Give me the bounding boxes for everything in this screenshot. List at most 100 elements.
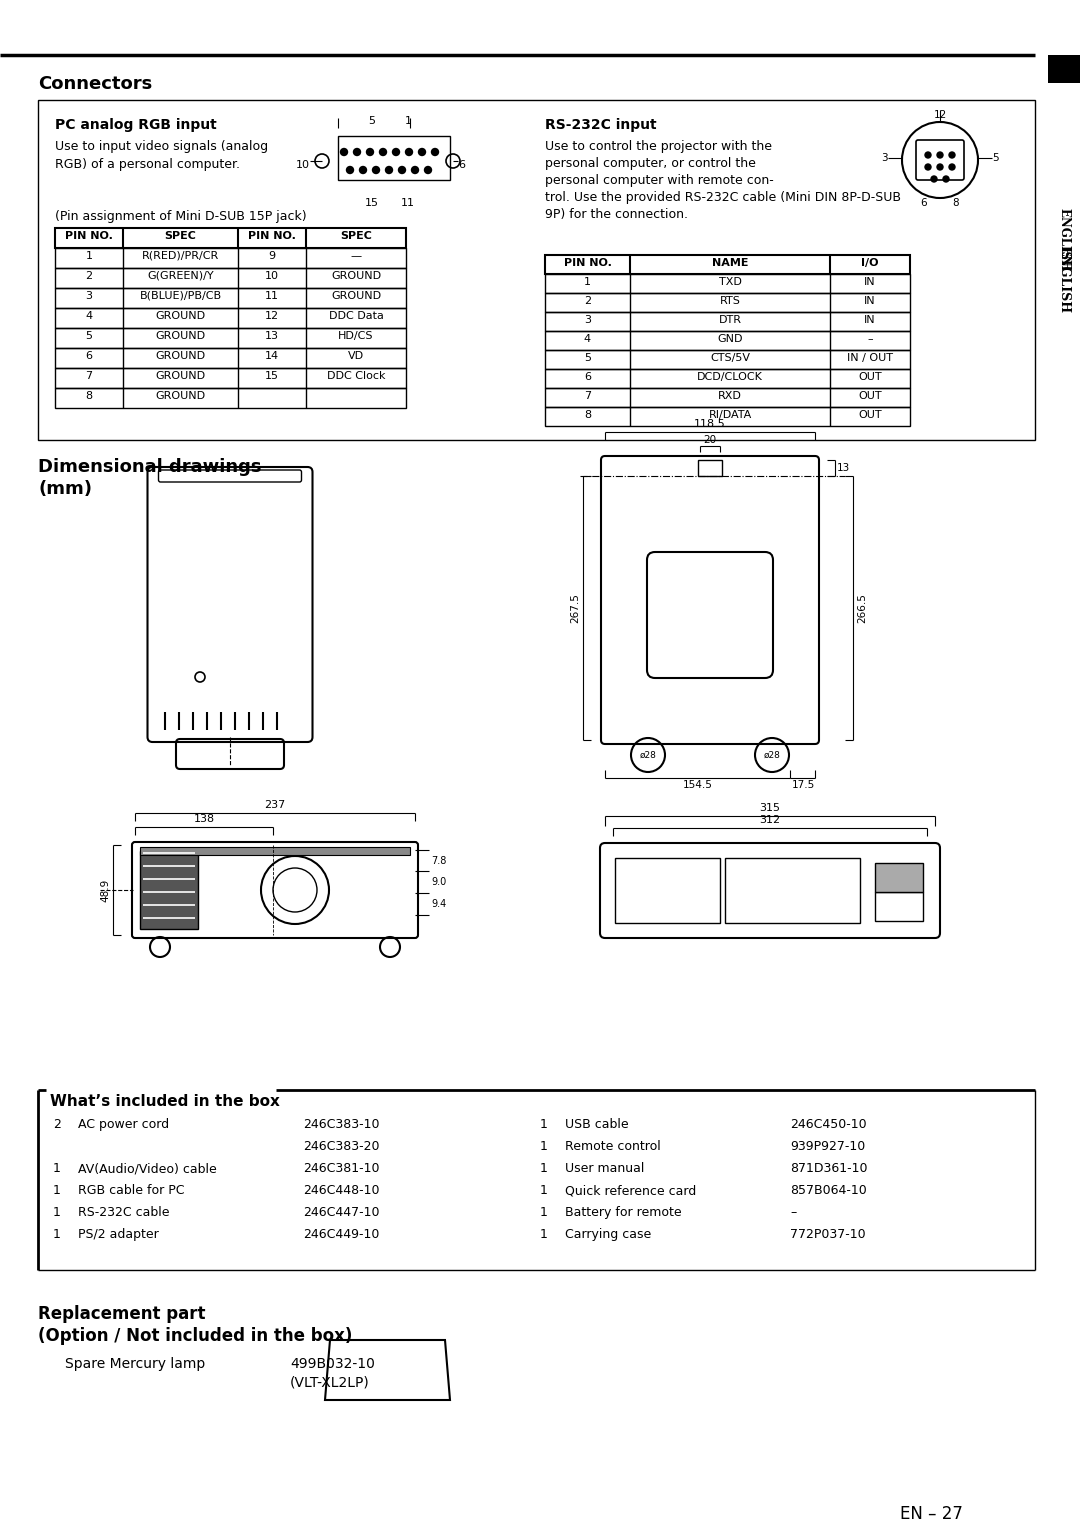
Text: Remote control: Remote control xyxy=(565,1140,661,1154)
Text: 20: 20 xyxy=(703,435,716,445)
Text: 266.5: 266.5 xyxy=(858,593,867,623)
Text: IN / OUT: IN / OUT xyxy=(847,353,893,364)
Text: 1: 1 xyxy=(540,1206,548,1219)
Bar xyxy=(1048,55,1080,76)
Circle shape xyxy=(949,151,955,157)
Circle shape xyxy=(432,148,438,156)
Circle shape xyxy=(360,167,366,174)
Text: 857B064-10: 857B064-10 xyxy=(789,1184,867,1196)
Text: RGB) of a personal computer.: RGB) of a personal computer. xyxy=(55,157,240,171)
Text: 5: 5 xyxy=(85,332,93,341)
Bar xyxy=(1048,55,1080,1528)
Text: 246C447-10: 246C447-10 xyxy=(303,1206,379,1219)
Bar xyxy=(55,267,406,287)
Text: 1: 1 xyxy=(53,1229,60,1241)
Text: USB cable: USB cable xyxy=(565,1118,629,1131)
Text: SPEC: SPEC xyxy=(164,231,197,241)
Text: User manual: User manual xyxy=(565,1161,645,1175)
Text: IN: IN xyxy=(864,315,876,325)
Text: PS/2 adapter: PS/2 adapter xyxy=(78,1229,159,1241)
Text: 246C448-10: 246C448-10 xyxy=(303,1184,379,1196)
Text: 1: 1 xyxy=(584,277,591,287)
Text: Connectors: Connectors xyxy=(38,75,152,93)
Text: Quick reference card: Quick reference card xyxy=(565,1184,697,1196)
Text: 1: 1 xyxy=(540,1161,548,1175)
Circle shape xyxy=(424,167,432,174)
Circle shape xyxy=(937,163,943,170)
Text: OUT: OUT xyxy=(859,410,881,420)
Text: 1: 1 xyxy=(53,1184,60,1196)
Bar xyxy=(38,99,1035,440)
Circle shape xyxy=(405,148,413,156)
Bar xyxy=(1040,55,1080,1528)
Text: trol. Use the provided RS-232C cable (Mini DIN 8P-D-SUB: trol. Use the provided RS-232C cable (Mi… xyxy=(545,191,901,205)
Bar xyxy=(545,350,910,368)
Text: R(RED)/PR/CR: R(RED)/PR/CR xyxy=(141,251,219,261)
Circle shape xyxy=(353,148,361,156)
Bar xyxy=(55,388,406,408)
Text: RS-232C cable: RS-232C cable xyxy=(78,1206,170,1219)
Text: 6: 6 xyxy=(85,351,93,361)
Text: 2: 2 xyxy=(85,270,93,281)
Text: 14: 14 xyxy=(265,351,279,361)
Text: 10: 10 xyxy=(296,160,310,170)
Text: 9.4: 9.4 xyxy=(431,898,446,909)
Text: RTS: RTS xyxy=(719,296,741,306)
Text: 6: 6 xyxy=(920,199,928,208)
Text: VD: VD xyxy=(348,351,364,361)
Text: 1: 1 xyxy=(540,1140,548,1154)
Text: GROUND: GROUND xyxy=(156,371,205,380)
Text: 3: 3 xyxy=(85,290,93,301)
Text: HD/CS: HD/CS xyxy=(338,332,374,341)
Text: 1: 1 xyxy=(405,116,411,125)
Text: 8: 8 xyxy=(584,410,591,420)
Circle shape xyxy=(949,163,955,170)
Text: 7.8: 7.8 xyxy=(431,856,446,866)
Bar xyxy=(55,228,406,248)
Text: I/O: I/O xyxy=(861,258,879,267)
Text: 246C383-10: 246C383-10 xyxy=(303,1118,379,1131)
Text: 8: 8 xyxy=(85,391,93,400)
Text: Replacement part: Replacement part xyxy=(38,1305,205,1323)
Text: 11: 11 xyxy=(401,199,415,208)
Text: ø28: ø28 xyxy=(639,750,657,759)
Text: B(BLUE)/PB/CB: B(BLUE)/PB/CB xyxy=(139,290,221,301)
Text: 1: 1 xyxy=(85,251,93,261)
Text: 10: 10 xyxy=(265,270,279,281)
Bar xyxy=(545,274,910,293)
Text: AV(Audio/Video) cable: AV(Audio/Video) cable xyxy=(78,1161,217,1175)
Text: 9: 9 xyxy=(269,251,275,261)
Text: RXD: RXD xyxy=(718,391,742,400)
Bar xyxy=(55,348,406,368)
Bar xyxy=(698,460,723,477)
Text: 939P927-10: 939P927-10 xyxy=(789,1140,865,1154)
Text: 15: 15 xyxy=(365,199,379,208)
Text: 1: 1 xyxy=(540,1229,548,1241)
Text: PC analog RGB input: PC analog RGB input xyxy=(55,118,217,131)
Text: –: – xyxy=(867,335,873,344)
Text: PIN NO.: PIN NO. xyxy=(248,231,296,241)
Bar xyxy=(545,332,910,350)
Text: 4: 4 xyxy=(85,312,93,321)
Text: 13: 13 xyxy=(837,463,850,474)
Text: EN – 27: EN – 27 xyxy=(900,1505,963,1523)
Text: DCD/CLOCK: DCD/CLOCK xyxy=(697,371,762,382)
Bar xyxy=(55,287,406,309)
Text: AC power cord: AC power cord xyxy=(78,1118,170,1131)
Text: personal computer with remote con-: personal computer with remote con- xyxy=(545,174,773,186)
Text: GROUND: GROUND xyxy=(330,290,381,301)
Bar xyxy=(55,368,406,388)
Text: (mm): (mm) xyxy=(38,480,92,498)
Text: Spare Mercury lamp: Spare Mercury lamp xyxy=(65,1357,205,1371)
Text: NAME: NAME xyxy=(712,258,748,267)
Bar xyxy=(140,851,198,929)
Text: 2: 2 xyxy=(53,1118,60,1131)
Text: Use to input video signals (analog: Use to input video signals (analog xyxy=(55,141,268,153)
Text: 1: 1 xyxy=(53,1161,60,1175)
Bar xyxy=(338,136,450,180)
Circle shape xyxy=(411,167,419,174)
Text: (Pin assignment of Mini D-SUB 15P jack): (Pin assignment of Mini D-SUB 15P jack) xyxy=(55,209,307,223)
Text: 5: 5 xyxy=(584,353,591,364)
Text: 772P037-10: 772P037-10 xyxy=(789,1229,866,1241)
Text: DTR: DTR xyxy=(718,315,742,325)
